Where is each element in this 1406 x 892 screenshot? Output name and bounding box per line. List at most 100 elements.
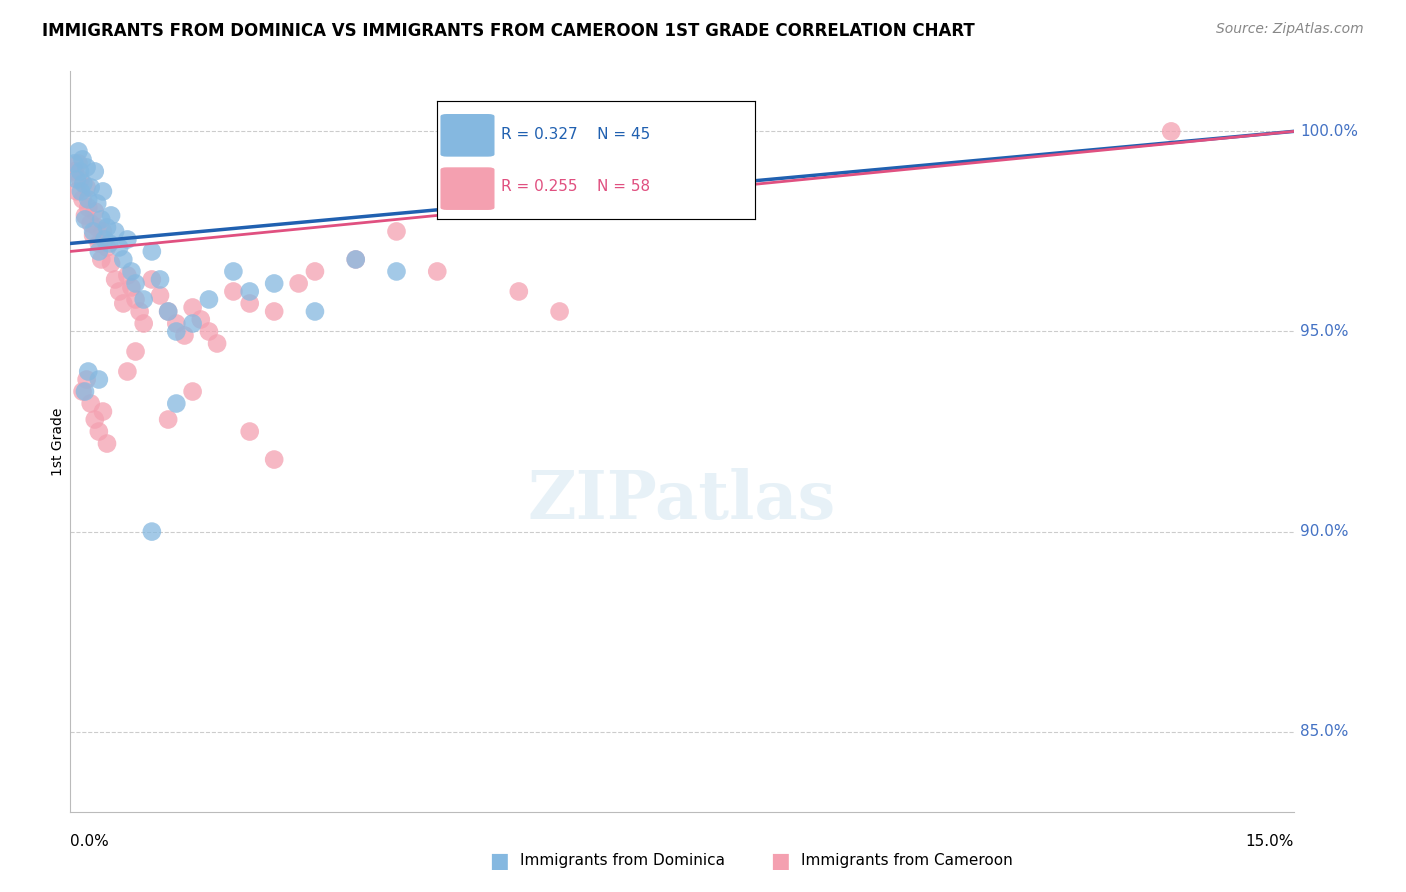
Point xyxy=(263,452,285,467)
Point xyxy=(548,304,571,318)
Point xyxy=(239,285,262,299)
Point xyxy=(304,304,326,318)
Point xyxy=(96,240,118,254)
Point xyxy=(112,252,135,267)
Point xyxy=(79,180,103,194)
Text: IMMIGRANTS FROM DOMINICA VS IMMIGRANTS FROM CAMEROON 1ST GRADE CORRELATION CHART: IMMIGRANTS FROM DOMINICA VS IMMIGRANTS F… xyxy=(42,22,974,40)
Point xyxy=(157,304,180,318)
Point xyxy=(87,372,110,386)
Point xyxy=(96,436,118,450)
Point xyxy=(121,264,143,278)
Point xyxy=(66,185,89,199)
Point xyxy=(205,336,228,351)
Point xyxy=(87,236,110,251)
Y-axis label: 1st Grade: 1st Grade xyxy=(51,408,65,475)
Point xyxy=(82,224,104,238)
Text: ZIPatlas: ZIPatlas xyxy=(527,468,837,533)
Point xyxy=(157,412,180,426)
Point xyxy=(63,156,86,170)
Point xyxy=(165,317,187,331)
Point xyxy=(86,196,108,211)
Point xyxy=(83,204,105,219)
Point xyxy=(128,304,150,318)
Point xyxy=(79,216,103,230)
Point xyxy=(96,220,118,235)
Point xyxy=(287,277,309,291)
Point xyxy=(90,252,112,267)
Point xyxy=(69,164,91,178)
Point xyxy=(87,244,110,259)
Text: 0.0%: 0.0% xyxy=(70,834,110,849)
Point xyxy=(100,256,122,270)
Point xyxy=(73,384,96,399)
Point xyxy=(83,412,105,426)
Point xyxy=(1160,124,1182,138)
Point xyxy=(87,425,110,439)
Point xyxy=(173,328,195,343)
Point xyxy=(72,177,94,191)
Point xyxy=(77,193,100,207)
Text: Immigrants from Dominica: Immigrants from Dominica xyxy=(520,854,725,868)
Point xyxy=(91,404,114,418)
Point xyxy=(141,524,163,539)
Point xyxy=(67,156,90,170)
Point xyxy=(149,288,172,302)
Point xyxy=(104,272,127,286)
Point xyxy=(141,272,163,286)
Point xyxy=(108,240,131,254)
Point xyxy=(165,325,187,339)
Point xyxy=(77,364,100,378)
Point xyxy=(82,228,104,243)
Point xyxy=(91,185,114,199)
Point xyxy=(124,277,146,291)
Point xyxy=(222,285,245,299)
Point xyxy=(70,185,93,199)
Point xyxy=(98,236,121,251)
Point xyxy=(385,224,408,238)
Point xyxy=(93,232,115,246)
Text: ■: ■ xyxy=(489,851,509,871)
Text: Immigrants from Cameroon: Immigrants from Cameroon xyxy=(801,854,1014,868)
Text: 15.0%: 15.0% xyxy=(1246,834,1294,849)
Point xyxy=(181,384,204,399)
Point xyxy=(121,280,143,294)
Point xyxy=(385,264,408,278)
Point xyxy=(91,224,114,238)
Text: 95.0%: 95.0% xyxy=(1301,324,1348,339)
Point xyxy=(100,209,122,223)
Point xyxy=(141,244,163,259)
Point xyxy=(132,293,155,307)
Point xyxy=(181,301,204,315)
Point xyxy=(263,277,285,291)
Point xyxy=(72,153,94,167)
Point xyxy=(239,425,262,439)
Point xyxy=(426,264,449,278)
Point xyxy=(104,224,127,238)
Point xyxy=(76,180,98,194)
Point xyxy=(181,317,204,331)
Point xyxy=(117,232,139,246)
Point xyxy=(344,252,367,267)
Text: 100.0%: 100.0% xyxy=(1301,124,1358,139)
Point xyxy=(67,145,90,159)
Point xyxy=(508,285,530,299)
Point xyxy=(117,364,139,378)
Point xyxy=(76,161,98,175)
Point xyxy=(344,252,367,267)
Point xyxy=(108,285,131,299)
Point xyxy=(83,164,105,178)
Point xyxy=(190,312,212,326)
Point xyxy=(112,296,135,310)
Point xyxy=(66,172,89,186)
Point xyxy=(72,384,94,399)
Point xyxy=(198,325,221,339)
Point xyxy=(73,212,96,227)
Point xyxy=(73,209,96,223)
Point xyxy=(117,268,139,283)
Point xyxy=(63,164,86,178)
Point xyxy=(198,293,221,307)
Point xyxy=(222,264,245,278)
Point xyxy=(263,304,285,318)
Point xyxy=(304,264,326,278)
Text: 85.0%: 85.0% xyxy=(1301,724,1348,739)
